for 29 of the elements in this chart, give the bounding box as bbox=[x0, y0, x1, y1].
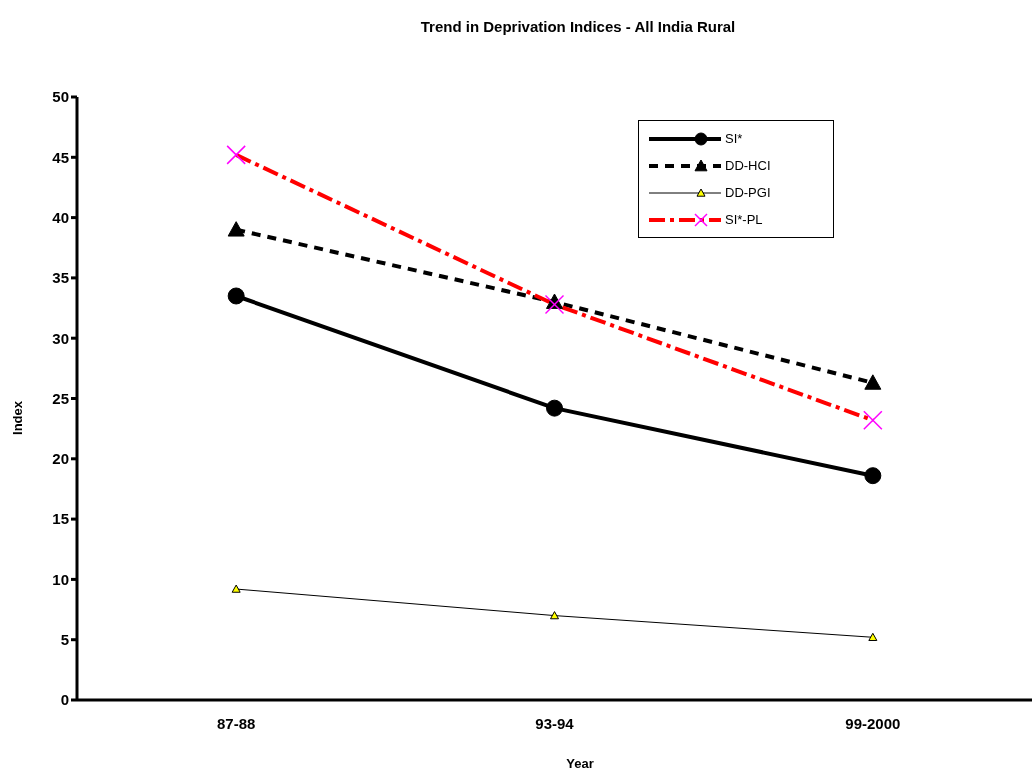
y-tick-label: 35 bbox=[52, 269, 69, 287]
x-tick-label: 99-2000 bbox=[845, 714, 901, 732]
legend-label: SI*-PL bbox=[725, 212, 763, 227]
chart-title: Trend in Deprivation Indices - All India Rural bbox=[419, 18, 737, 35]
point bbox=[231, 584, 241, 593]
x-tick-label: 87-88 bbox=[216, 714, 256, 732]
point bbox=[550, 611, 559, 620]
y-tick-label: 5 bbox=[60, 631, 69, 649]
y-tick-label: 15 bbox=[52, 510, 69, 528]
point bbox=[868, 632, 878, 641]
y-axis-title: Index bbox=[9, 401, 25, 435]
y-tick-label: 40 bbox=[52, 208, 69, 226]
point bbox=[227, 221, 245, 237]
legend-label: SI* bbox=[725, 131, 743, 146]
y-tick-label: 25 bbox=[52, 389, 69, 407]
y-tick-label: 20 bbox=[52, 450, 69, 468]
y-tick-label: 45 bbox=[52, 148, 69, 166]
point bbox=[546, 399, 563, 417]
legend-label: DD-PGI bbox=[725, 185, 771, 200]
legend-label: DD-HCI bbox=[725, 158, 771, 173]
point bbox=[227, 287, 245, 305]
y-tick-label: 50 bbox=[52, 88, 69, 106]
y-tick-label: 0 bbox=[60, 691, 69, 709]
point bbox=[864, 467, 882, 485]
x-tick-label: 93-94 bbox=[535, 714, 575, 732]
y-tick-label: 10 bbox=[52, 570, 69, 588]
x-axis-title: Year bbox=[566, 756, 594, 771]
y-tick-label: 30 bbox=[52, 329, 69, 347]
point bbox=[864, 374, 882, 390]
